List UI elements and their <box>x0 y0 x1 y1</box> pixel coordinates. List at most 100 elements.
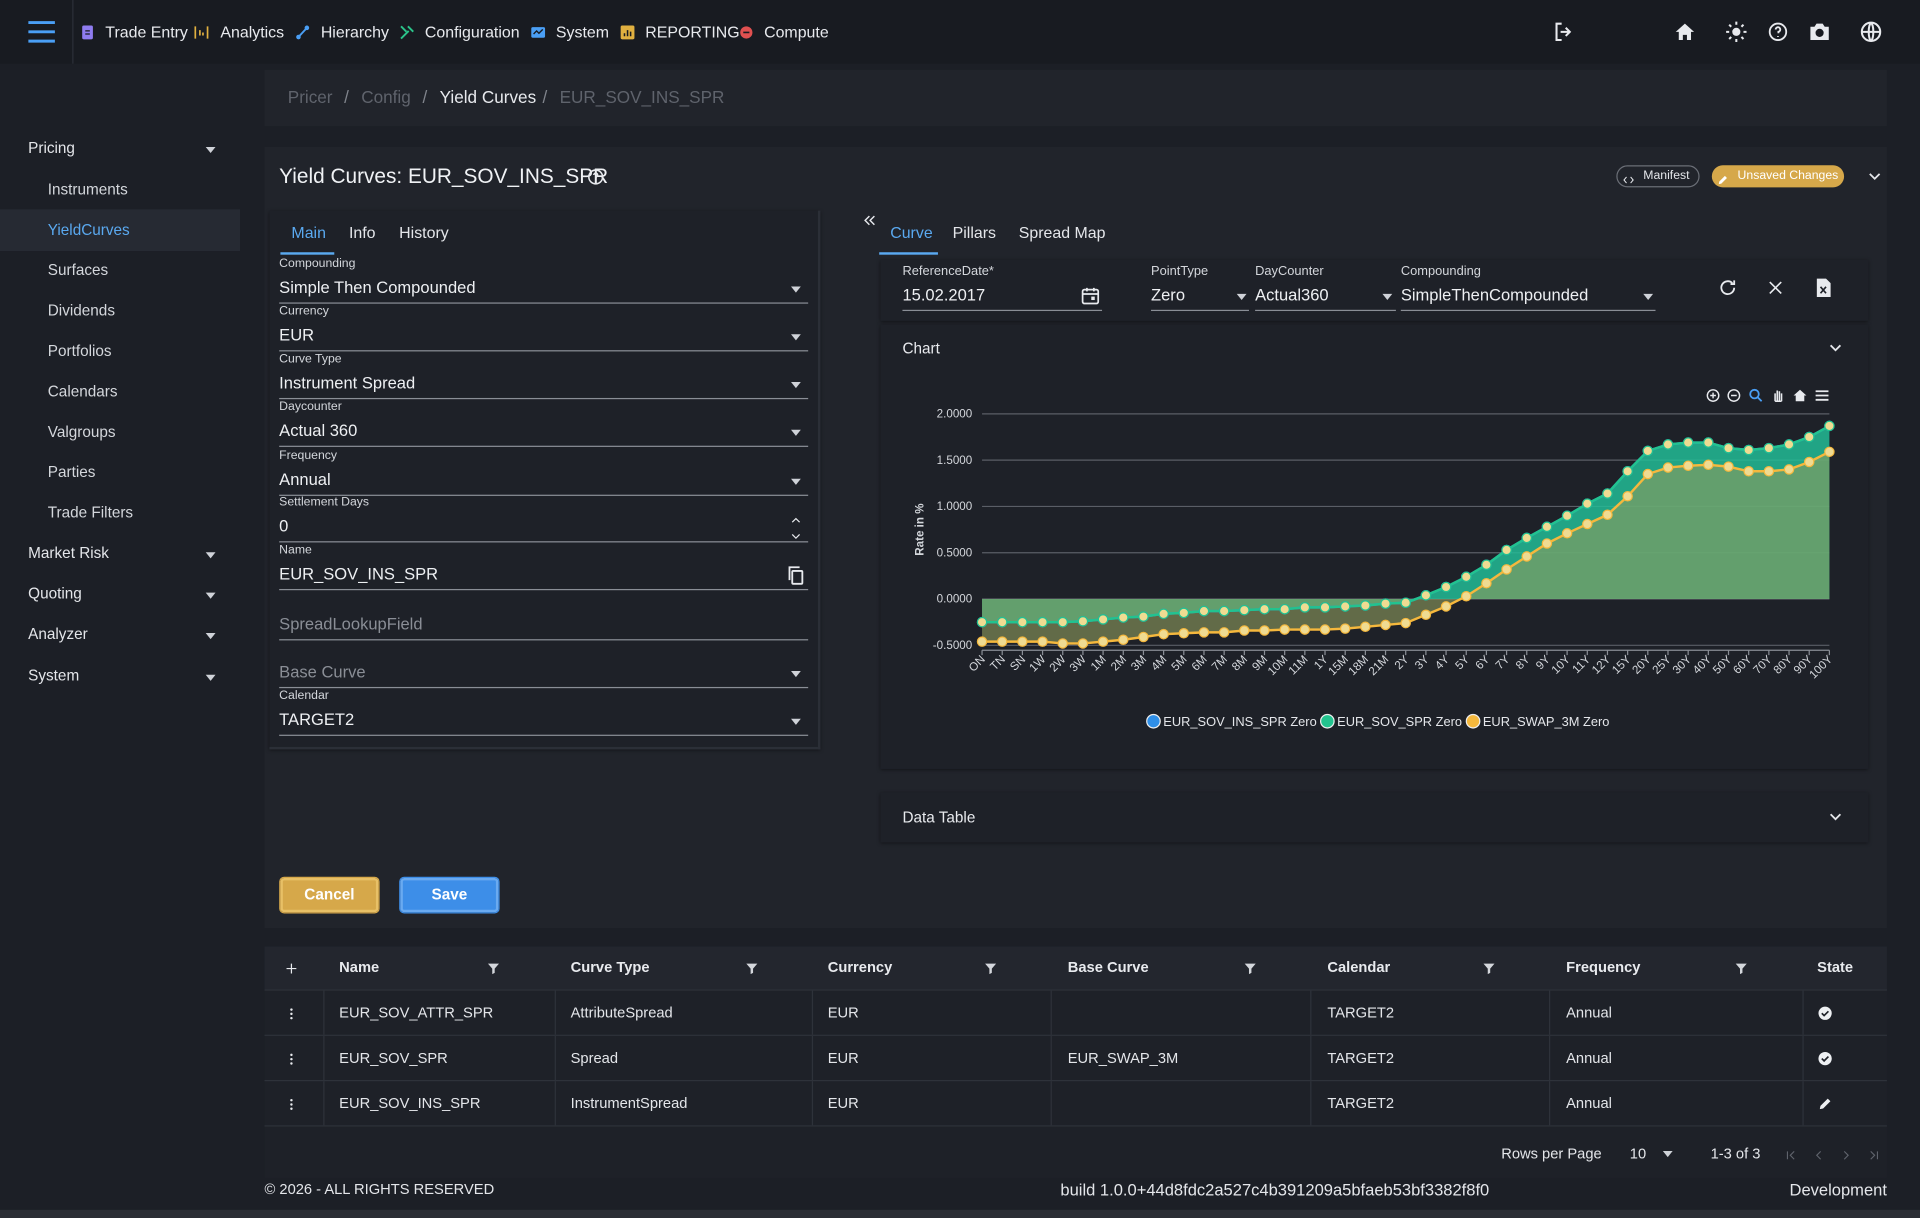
sidebar-group[interactable]: Market Risk <box>28 544 109 562</box>
copy-button[interactable] <box>785 564 807 586</box>
field-value[interactable]: Annual <box>279 470 331 489</box>
dropdown-caret[interactable] <box>205 592 216 599</box>
column-header[interactable]: Curve Type <box>570 958 650 976</box>
help-icon[interactable] <box>586 167 604 185</box>
column-filter[interactable] <box>1482 960 1497 975</box>
dropdown-caret[interactable] <box>791 382 801 389</box>
dropdown-caret[interactable] <box>205 633 216 640</box>
chart-tool[interactable] <box>1725 387 1742 404</box>
curve-tab[interactable]: Spread Map <box>1018 223 1106 242</box>
page-nav[interactable] <box>1839 1146 1852 1160</box>
dropdown-caret[interactable] <box>1643 293 1654 301</box>
column-header[interactable]: State <box>1817 958 1854 976</box>
column-header[interactable]: Frequency <box>1566 958 1641 976</box>
column-header[interactable]: Base Curve <box>1067 958 1149 976</box>
field-value[interactable]: Simple Then Compounded <box>279 278 476 297</box>
chart-tool[interactable] <box>1791 387 1808 404</box>
chart-tool[interactable] <box>1747 387 1764 404</box>
nav-icon[interactable] <box>293 23 311 41</box>
table-panel-title[interactable]: Data Table <box>902 809 976 827</box>
breadcrumb-item[interactable]: Pricer <box>287 86 333 107</box>
nav-icon[interactable] <box>737 23 755 41</box>
curve-tab[interactable]: Curve <box>890 223 933 242</box>
sidebar-item[interactable]: Valgroups <box>47 423 116 441</box>
menu-button[interactable] <box>26 16 58 48</box>
sidebar-item[interactable]: Trade Filters <box>47 504 134 522</box>
nav-icon[interactable] <box>528 23 546 41</box>
page-nav[interactable] <box>1867 1146 1880 1160</box>
column-filter[interactable] <box>486 960 501 975</box>
nav-item[interactable]: Analytics <box>220 22 285 42</box>
column-header[interactable]: Currency <box>827 958 893 976</box>
action-button[interactable] <box>399 876 500 914</box>
dropdown-caret[interactable] <box>791 429 801 436</box>
nav-item[interactable]: REPORTING <box>645 22 740 42</box>
dropdown-caret[interactable] <box>791 334 801 341</box>
spin-down[interactable] <box>789 528 804 543</box>
collapse-chevron[interactable] <box>1865 167 1885 187</box>
nav-item[interactable]: Trade Entry <box>105 22 188 42</box>
dropdown-caret[interactable] <box>791 718 801 725</box>
manifest-button[interactable] <box>1616 165 1700 188</box>
dropdown-caret[interactable] <box>205 552 216 559</box>
field-value[interactable]: EUR_SOV_INS_SPR <box>279 564 439 584</box>
language-button[interactable] <box>1859 20 1883 44</box>
form-tab[interactable]: Info <box>348 223 376 242</box>
column-filter[interactable] <box>1243 960 1258 975</box>
form-tab[interactable]: History <box>399 223 449 242</box>
expand-chevron[interactable] <box>1826 807 1846 827</box>
export-button[interactable] <box>1812 277 1834 299</box>
expand-chevron[interactable] <box>1826 338 1846 358</box>
dropdown-caret[interactable] <box>205 146 216 154</box>
column-filter[interactable] <box>1734 960 1749 975</box>
column-filter[interactable] <box>983 960 998 975</box>
chart-tool[interactable] <box>1704 387 1721 404</box>
sidebar-group[interactable]: System <box>28 667 80 685</box>
nav-icon[interactable] <box>192 23 210 41</box>
dropdown-caret[interactable] <box>1236 293 1247 301</box>
nav-item[interactable]: Hierarchy <box>320 22 389 42</box>
param-value[interactable]: SimpleThenCompounded <box>1400 285 1589 304</box>
page-nav[interactable] <box>1812 1146 1825 1160</box>
dropdown-caret[interactable] <box>791 478 801 485</box>
chart-tool[interactable] <box>1769 387 1786 404</box>
field-placeholder[interactable]: SpreadLookupField <box>279 615 423 634</box>
sidebar-item[interactable]: Parties <box>47 463 96 481</box>
add-row-button[interactable] <box>284 960 299 975</box>
sidebar-item[interactable]: YieldCurves <box>47 221 130 239</box>
field-value[interactable]: 0 <box>279 517 289 536</box>
date-picker[interactable] <box>1079 285 1100 306</box>
spin-up[interactable] <box>789 512 804 527</box>
column-header[interactable]: Name <box>339 958 380 976</box>
field-value[interactable]: TARGET2 <box>279 710 355 729</box>
sidebar-item[interactable]: Calendars <box>47 382 118 401</box>
field-value[interactable]: Actual 360 <box>279 421 358 440</box>
help-button[interactable] <box>1767 21 1789 43</box>
field-value[interactable]: EUR <box>279 326 315 345</box>
breadcrumb-item[interactable]: Config <box>361 86 411 107</box>
breadcrumb-item[interactable]: Yield Curves <box>439 86 537 107</box>
collapse-form[interactable] <box>861 212 878 229</box>
logout-button[interactable] <box>1551 20 1575 44</box>
home-button[interactable] <box>1673 20 1697 44</box>
nav-item[interactable]: Compute <box>764 22 829 42</box>
action-button[interactable] <box>279 876 380 914</box>
refresh-button[interactable] <box>1717 277 1739 299</box>
field-placeholder[interactable]: Base Curve <box>279 662 366 682</box>
screenshot-button[interactable] <box>1807 20 1831 44</box>
status-badge[interactable] <box>1711 165 1845 188</box>
sidebar-group[interactable]: Pricing <box>28 139 75 157</box>
dropdown-caret[interactable] <box>791 671 801 678</box>
chart-tool[interactable] <box>1813 387 1830 404</box>
sidebar-item[interactable]: Instruments <box>47 180 128 199</box>
row-menu[interactable] <box>284 1005 299 1020</box>
sidebar-group[interactable]: Quoting <box>28 585 82 603</box>
sidebar-item[interactable]: Surfaces <box>47 261 109 279</box>
nav-icon[interactable] <box>78 23 96 41</box>
dropdown-caret[interactable] <box>791 286 801 293</box>
sidebar-item[interactable]: Portfolios <box>47 342 112 360</box>
form-tab[interactable]: Main <box>291 223 326 242</box>
theme-button[interactable] <box>1724 20 1748 44</box>
param-value[interactable]: Actual360 <box>1255 285 1329 304</box>
param-value[interactable]: Zero <box>1151 285 1186 304</box>
